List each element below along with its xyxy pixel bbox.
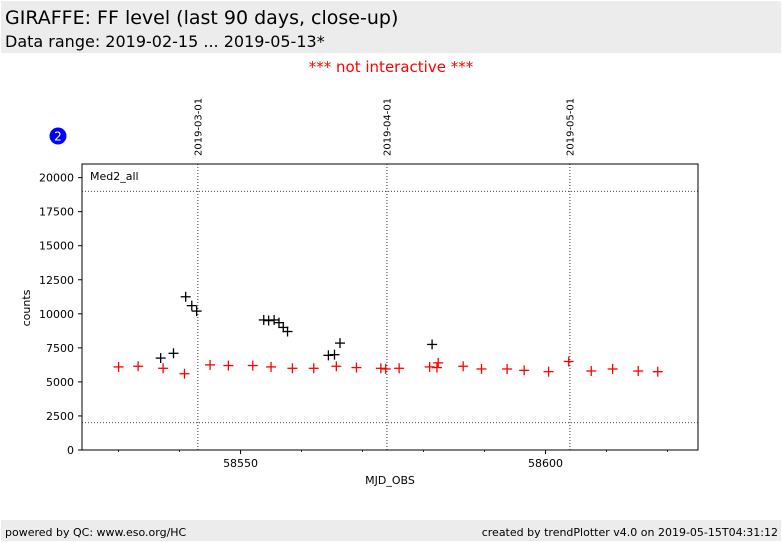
x-axis-label: MJD_OBS xyxy=(365,474,415,487)
data-point-s0-12 xyxy=(329,349,340,360)
data-point-s1-14 xyxy=(394,363,405,374)
footer-bar: powered by QC: www.eso.org/HC created by… xyxy=(1,520,781,541)
data-point-s0-14 xyxy=(427,339,438,350)
data-point-s0-13 xyxy=(334,338,345,349)
data-point-s0-1 xyxy=(168,348,179,359)
y-tick-label-1: 2500 xyxy=(46,410,74,423)
date-label-0: 2019-03-01 xyxy=(193,98,204,156)
date-label-1: 2019-04-01 xyxy=(382,98,393,156)
page-subtitle: Data range: 2019-02-15 ... 2019-05-13* xyxy=(5,32,325,51)
data-point-s1-12 xyxy=(375,363,386,374)
data-point-s1-6 xyxy=(247,360,258,371)
y-tick-label-7: 17500 xyxy=(39,206,74,219)
data-point-s1-3 xyxy=(179,368,190,379)
y-tick-label-2: 5000 xyxy=(46,376,74,389)
y-tick-label-3: 7500 xyxy=(46,342,74,355)
y-tick-label-5: 12500 xyxy=(39,274,74,287)
data-point-s0-7 xyxy=(269,314,280,325)
y-tick-label-0: 0 xyxy=(67,444,74,457)
data-point-s1-4 xyxy=(205,359,216,370)
y-axis-label: counts xyxy=(20,289,33,326)
data-point-s1-21 xyxy=(519,365,530,376)
data-point-s0-5 xyxy=(258,314,269,325)
panel-label: Med2_all xyxy=(90,170,139,183)
data-point-s1-13 xyxy=(380,363,391,374)
data-point-s1-18 xyxy=(458,361,469,372)
x-tick-label-1: 58600 xyxy=(528,457,563,470)
data-point-s1-15 xyxy=(424,361,435,372)
data-point-s0-10 xyxy=(282,326,293,337)
y-tick-label-4: 10000 xyxy=(39,308,74,321)
data-point-s0-8 xyxy=(273,317,284,328)
data-point-s0-9 xyxy=(278,322,289,333)
data-point-s1-2 xyxy=(158,363,169,374)
data-point-s1-9 xyxy=(308,363,319,374)
data-point-s1-0 xyxy=(113,361,124,372)
data-point-s0-6 xyxy=(263,315,274,326)
data-point-s1-17 xyxy=(433,357,444,368)
footer-created-by: created by trendPlotter v4.0 on 2019-05-… xyxy=(481,526,778,539)
badge: 2 xyxy=(49,127,67,145)
data-point-s1-20 xyxy=(502,363,513,374)
data-point-s1-10 xyxy=(331,361,342,372)
data-point-s1-27 xyxy=(652,366,663,377)
badge-circle xyxy=(49,127,67,145)
data-point-s1-11 xyxy=(351,362,362,373)
plot-frame xyxy=(81,163,699,451)
data-point-s1-1 xyxy=(133,361,144,372)
data-point-s1-26 xyxy=(633,366,644,377)
data-point-s1-24 xyxy=(586,366,597,377)
data-point-s1-7 xyxy=(266,361,277,372)
data-point-s1-19 xyxy=(476,363,487,374)
data-point-s0-11 xyxy=(323,350,334,361)
data-point-s0-2 xyxy=(180,291,191,302)
footer-powered-by: powered by QC: www.eso.org/HC xyxy=(5,526,187,539)
data-point-s1-5 xyxy=(223,360,234,371)
y-tick-label-8: 20000 xyxy=(39,172,74,185)
data-point-s1-8 xyxy=(287,363,298,374)
data-point-s0-0 xyxy=(155,353,166,364)
data-point-s0-3 xyxy=(186,300,197,311)
header-bar: GIRAFFE: FF level (last 90 days, close-u… xyxy=(1,1,781,53)
data-point-s1-16 xyxy=(431,362,442,373)
data-point-s1-22 xyxy=(543,366,554,377)
data-point-s1-23 xyxy=(563,356,574,367)
badge-number: 2 xyxy=(54,130,62,144)
data-point-s0-4 xyxy=(191,306,202,317)
y-tick-label-6: 15000 xyxy=(39,240,74,253)
date-label-2: 2019-05-01 xyxy=(565,98,576,156)
not-interactive-notice: *** not interactive *** xyxy=(308,58,474,76)
data-point-s1-25 xyxy=(607,363,618,374)
x-tick-label-0: 58550 xyxy=(223,457,258,470)
page-title: GIRAFFE: FF level (last 90 days, close-u… xyxy=(5,7,399,29)
